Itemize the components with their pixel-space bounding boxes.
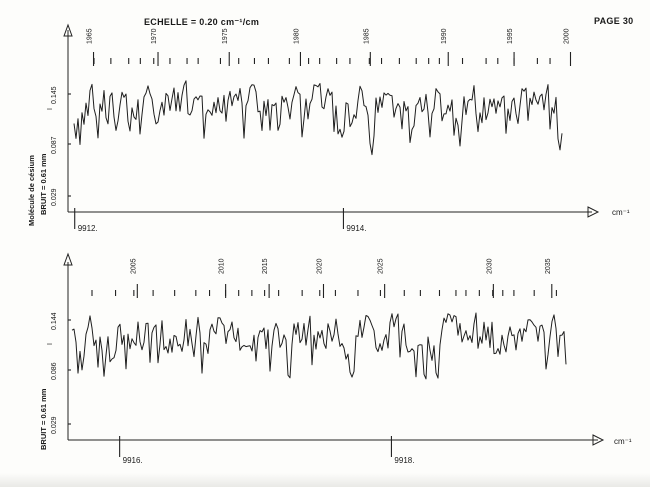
spectrum-panel-2: 0.029 0.086 0.144 9916. 9918. 2005 2010 2015 2… — [39, 252, 632, 465]
y-axis-arrow-2 — [63, 252, 73, 266]
y-axis-arrow-1 — [63, 23, 73, 37]
x-tick-label: 9916. — [123, 456, 143, 465]
line-number-label: 2010 — [219, 258, 226, 274]
line-number-label: 2020 — [316, 258, 323, 274]
line-number-label: 2035 — [545, 258, 552, 274]
line-number-label: 2005 — [130, 258, 137, 274]
x-unit-label-2: cm⁻¹ — [614, 437, 632, 446]
x-axis-arrow-2 — [592, 434, 605, 446]
spectrum-panel-1: 0.029 0.087 0.145 9912. 9914. 1965 1970 1975 1… — [27, 23, 630, 233]
line-number-label: 1965 — [87, 28, 94, 44]
noise-label-2: BRUIT = 0.61 mm — [39, 388, 48, 450]
y-tick-label: 0.144 — [51, 312, 58, 330]
line-number-label: 1995 — [507, 28, 514, 44]
molecule-label: Molécule de césium — [27, 155, 36, 226]
noise-label-1: BRUIT = 0.61 mm — [39, 153, 48, 215]
line-number-label: 2000 — [564, 28, 571, 44]
line-number-label: 1990 — [441, 28, 448, 44]
x-tick-label: 9914. — [346, 224, 366, 233]
intensity-symbol-1: I — [47, 108, 54, 110]
x-tick-label: 9918. — [394, 456, 414, 465]
x-axis-arrow-1 — [587, 206, 600, 218]
spectrum-trace-2 — [71, 312, 567, 380]
page-number: PAGE 30 — [594, 16, 634, 26]
y-tick-label: 0.029 — [51, 188, 58, 206]
line-number-label: 2030 — [486, 258, 493, 274]
line-number-label: 2025 — [378, 258, 385, 274]
spectrum-trace-1 — [73, 80, 563, 156]
line-number-label: 1975 — [222, 28, 229, 44]
line-number-label: 1985 — [363, 28, 370, 44]
line-number-label: 2015 — [262, 258, 269, 274]
y-tick-label: 0.087 — [51, 136, 58, 154]
line-number-label: 1970 — [151, 28, 158, 44]
y-tick-label: 0.029 — [51, 416, 58, 434]
y-tick-label: 0.145 — [51, 86, 58, 104]
intensity-symbol-2: I — [47, 343, 54, 345]
scale-label: ECHELLE = 0.20 cm⁻¹/cm — [144, 17, 260, 27]
x-unit-label-1: cm⁻¹ — [612, 208, 630, 217]
x-tick-label: 9912. — [78, 224, 98, 233]
line-number-label: 1980 — [293, 28, 300, 44]
y-tick-label: 0.086 — [51, 362, 58, 380]
